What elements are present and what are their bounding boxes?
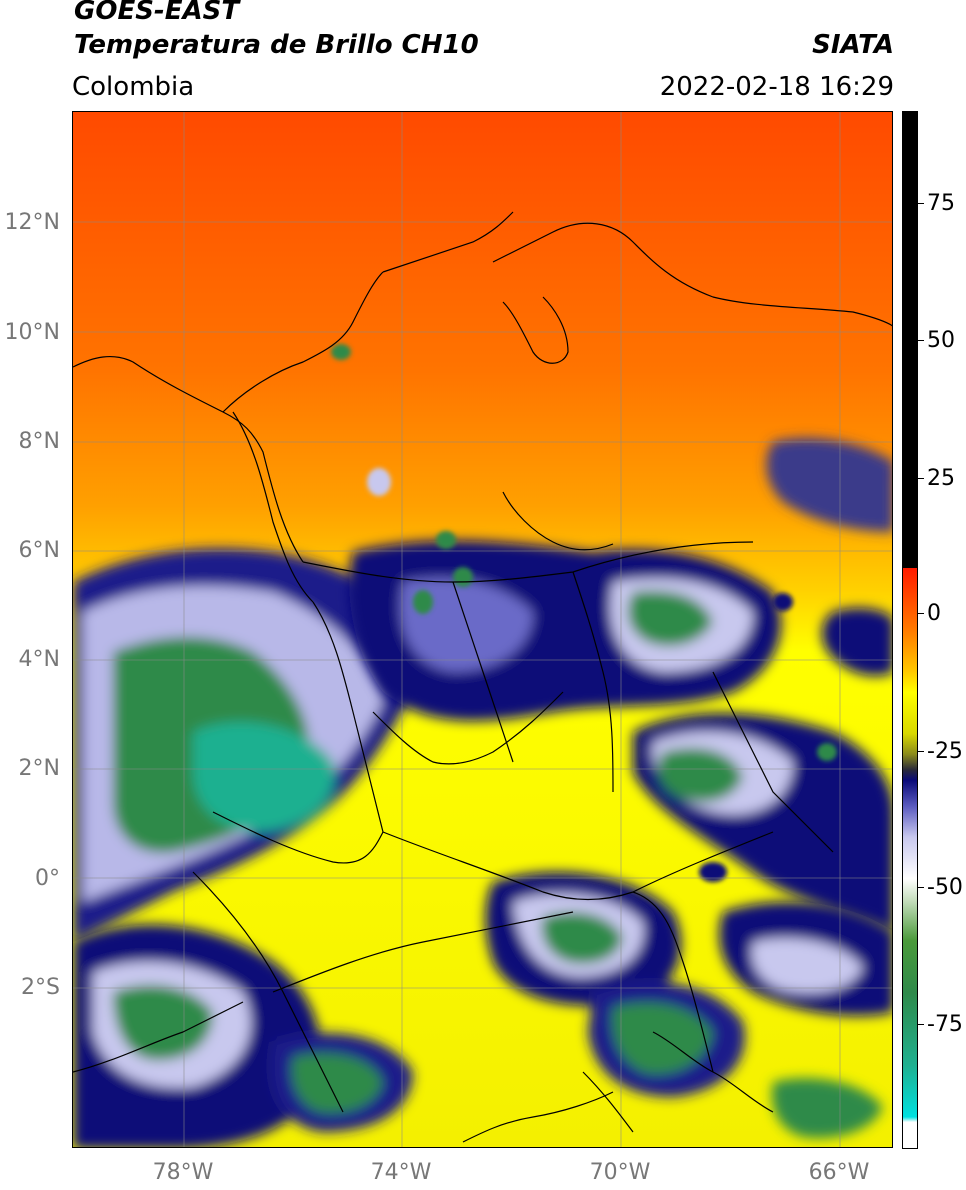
colorbar-label-75: 75	[927, 191, 955, 216]
timestamp-label: 2022-02-18 16:29	[659, 72, 894, 102]
cloud-band-east	[633, 438, 892, 932]
coastlines-borders	[73, 211, 892, 1143]
colorbar-label-25: 25	[927, 466, 955, 491]
cloud-band-west	[73, 548, 433, 942]
region-label: Colombia	[72, 72, 195, 102]
lat-label-8n: 8°N	[18, 429, 60, 454]
lat-label-2n: 2°N	[18, 756, 60, 781]
map-canvas	[73, 112, 892, 1147]
colorbar-label-neg50: -50	[927, 875, 963, 900]
colorbar-tick	[918, 751, 924, 752]
product-title: Temperatura de Brillo CH10	[74, 30, 479, 60]
colorbar-label-50: 50	[927, 328, 955, 353]
lon-label-70w: 70°W	[589, 1160, 651, 1185]
lon-label-66w: 66°W	[808, 1160, 870, 1185]
cloud-band-central	[349, 540, 781, 721]
satellite-title: GOES-EAST	[74, 0, 240, 26]
colorbar-label-0: 0	[927, 601, 941, 626]
agency-label: SIATA	[812, 30, 894, 60]
colorbar-tick	[918, 1024, 924, 1025]
lat-label-0: 0°	[35, 866, 60, 891]
lon-label-78w: 78°W	[152, 1160, 214, 1185]
colorbar-label-neg25: -25	[927, 739, 963, 764]
colorbar-tick	[918, 203, 924, 204]
lat-label-2s: 2°S	[21, 975, 60, 1000]
lat-label-10n: 10°N	[4, 320, 60, 345]
lat-label-6n: 6°N	[18, 538, 60, 563]
graticule	[73, 112, 892, 1147]
brightness-temperature-map	[72, 111, 893, 1148]
colorbar-tick	[918, 887, 924, 888]
colorbar	[902, 111, 918, 1149]
colorbar-tick	[918, 613, 924, 614]
lon-label-74w: 74°W	[370, 1160, 432, 1185]
lat-label-12n: 12°N	[4, 210, 60, 235]
lat-label-4n: 4°N	[18, 647, 60, 672]
colorbar-label-neg75: -75	[927, 1012, 963, 1037]
colorbar-tick	[918, 478, 924, 479]
colorbar-tick	[918, 340, 924, 341]
